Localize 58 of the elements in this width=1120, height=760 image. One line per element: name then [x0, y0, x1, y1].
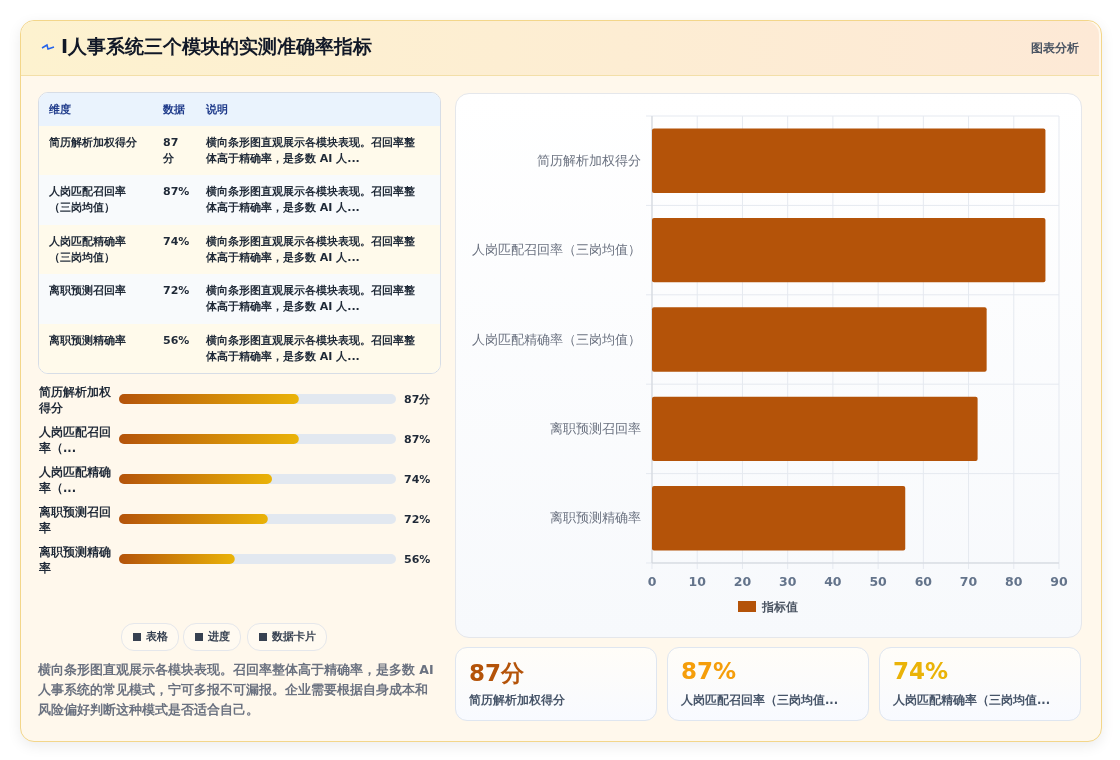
y-tick-label: 离职预测精确率: [38, 545, 111, 575]
text: 56%: [163, 332, 190, 349]
x-tick-label: 50: [869, 574, 888, 589]
x-tick-label: 60: [914, 574, 933, 589]
y-tick-label: 简历解析加权得分: [38, 385, 112, 415]
x-tick-label: 70: [959, 574, 978, 589]
data-label: 74%: [404, 473, 431, 486]
text: 横向条形图直观展示各模块表现。召回率整体高于精确率，是多数 AI 人事系统的常见模式，宁可多报不可漏报。企业需要根据自身成本和风险偏好判断这种模式是否适合自己。: [38, 661, 435, 719]
text: 横向条形图直观展示各模块表现。召回率整体高于精确率，是多数 AI 人...: [206, 135, 416, 167]
text: 数据: [163, 102, 186, 118]
text: 简历解析加权得分: [49, 135, 138, 151]
text: 87%: [681, 658, 737, 684]
text: 74%: [163, 233, 190, 250]
y-tick-label: 离职预测召回率: [550, 420, 641, 436]
text: 87 分: [163, 135, 180, 167]
y-tick-label: 离职预测召回率: [38, 505, 111, 535]
text: 维度: [49, 102, 72, 118]
text: 进度: [183, 623, 241, 651]
y-tick-label: 离职预测精确率: [550, 510, 641, 526]
text: 74%: [893, 658, 949, 684]
text: 离职预测召回率: [49, 283, 127, 300]
data-label: 87分: [404, 393, 432, 406]
text: 数据卡片: [247, 623, 327, 651]
data-label: 87%: [404, 433, 431, 446]
text: 横向条形图直观展示各模块表现。召回率整体高于精确率，是多数 AI 人...: [206, 233, 416, 266]
data-label: 56%: [404, 553, 431, 566]
x-tick-label: 10: [688, 574, 707, 589]
text: 说明: [206, 102, 229, 118]
x-tick-label: 90: [1050, 574, 1068, 589]
bar: [652, 307, 987, 372]
bar: [652, 486, 906, 551]
bar: [652, 217, 1046, 283]
y-tick-label: 人岗匹配召回率（三岗均值）: [472, 242, 641, 258]
text: 图表分析: [1031, 40, 1079, 57]
text: 人岗匹配精确率（三岗均值...: [893, 693, 1051, 708]
y-tick-label: 简历解析加权得分: [537, 152, 641, 168]
data-label: 72%: [404, 513, 431, 526]
text: I人事系统三个模块的实测准确率指标: [61, 34, 373, 59]
x-tick-label: 0: [647, 574, 657, 589]
x-tick-label: 30: [778, 574, 797, 589]
text: 87%: [163, 184, 190, 201]
y-tick-label: 人岗匹配召回率（...: [38, 425, 111, 455]
bar: [652, 128, 1046, 193]
bar: [652, 396, 978, 462]
y-tick-label: 人岗匹配精确率（...: [38, 465, 111, 495]
text: 离职预测精确率: [49, 332, 127, 349]
text: 横向条形图直观展示各模块表现。召回率整体高于精确率，是多数 AI 人...: [206, 184, 416, 217]
y-tick-label: 人岗匹配精确率（三岗均值）: [472, 331, 641, 347]
text: 72%: [163, 283, 190, 300]
x-tick-label: 80: [1005, 574, 1023, 589]
text: 横向条形图直观展示各模块表现。召回率整体高于精确率，是多数 AI 人...: [206, 332, 416, 365]
text: 表格: [121, 623, 179, 651]
text: 87分: [469, 659, 525, 688]
legend-label: 指标值: [761, 600, 798, 614]
x-tick-label: 20: [733, 574, 752, 589]
text: 横向条形图直观展示各模块表现。召回率整体高于精确率，是多数 AI 人...: [206, 283, 416, 316]
x-tick-label: 40: [824, 574, 842, 589]
text: 人岗匹配召回率（三岗均值...: [681, 693, 839, 708]
